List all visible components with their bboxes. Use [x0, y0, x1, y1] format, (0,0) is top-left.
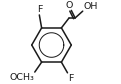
Text: OH: OH: [83, 2, 98, 10]
Text: O: O: [65, 1, 73, 10]
Text: F: F: [37, 5, 42, 14]
Text: OCH₃: OCH₃: [10, 73, 34, 82]
Text: F: F: [68, 74, 73, 83]
